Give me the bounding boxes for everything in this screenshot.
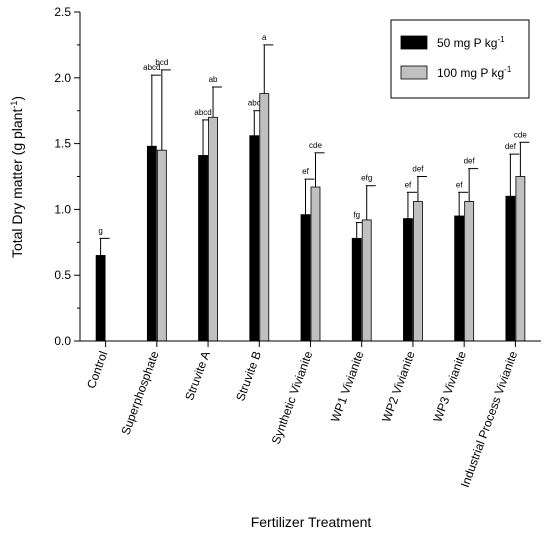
x-tick-label: Struvite A	[182, 349, 213, 402]
significance-label: def	[505, 142, 517, 151]
x-tick-label: Industrial Process Vivianite	[458, 349, 520, 489]
x-tick-label: WP1 Vivianite	[328, 349, 367, 424]
x-tick-label: Struvite B	[233, 349, 264, 403]
significance-label: bcd	[155, 58, 168, 67]
legend: 50 mg P kg-1 100 mg P kg-1	[390, 19, 530, 99]
significance-label: def	[464, 157, 476, 166]
significance-label: abcd	[194, 108, 211, 117]
significance-label: ef	[405, 180, 412, 189]
y-tick-label: 0.0	[54, 334, 71, 348]
legend-swatch-50	[400, 35, 428, 50]
bar	[515, 176, 526, 342]
bar	[351, 237, 362, 342]
y-tick-label: 2.0	[54, 71, 71, 85]
y-axis-title: Total Dry matter (g plant-1)	[9, 96, 25, 258]
x-axis-title: Fertilizer Treatment	[251, 514, 372, 530]
significance-label: ef	[456, 180, 463, 189]
x-tick-label: WP2 Vivianite	[379, 349, 418, 424]
bar	[310, 186, 321, 342]
significance-label: abcd	[143, 63, 160, 72]
significance-label: ef	[302, 167, 309, 176]
bar	[413, 201, 423, 342]
bar	[361, 219, 372, 342]
x-tick-label: Synthetic Vivianite	[269, 349, 316, 446]
bar	[146, 145, 157, 342]
bar	[249, 135, 260, 342]
legend-label-100: 100 mg P kg-1	[437, 65, 512, 80]
y-tick-label: 0.5	[54, 268, 71, 282]
legend-box	[390, 19, 530, 99]
x-tick-label: Superphosphate	[118, 349, 161, 437]
x-tick-label: Control	[84, 349, 110, 390]
legend-label-50: 50 mg P kg-1	[437, 35, 505, 50]
significance-label: abc	[248, 99, 261, 108]
significance-label: cde	[514, 130, 527, 139]
plot-area: gabcdbcdabcdababcaefcdefgefgefdefefdefde…	[95, 33, 530, 342]
y-axis: 0.0 0.5 1.0 1.5 2.0 2.5	[54, 5, 81, 348]
significance-label: ab	[209, 75, 218, 84]
bar	[198, 155, 208, 342]
bar	[156, 149, 167, 342]
significance-label: cde	[309, 141, 322, 150]
y-tick-label: 1.5	[54, 137, 71, 151]
bar	[464, 201, 475, 342]
bar	[403, 218, 413, 342]
significance-label: a	[262, 33, 267, 42]
bar	[259, 93, 270, 342]
bar	[505, 195, 516, 342]
legend-swatch-100	[400, 65, 428, 80]
y-tick-label: 1.0	[54, 202, 71, 216]
bar	[300, 214, 311, 342]
x-tick-label: WP3 Vivianite	[430, 349, 469, 424]
significance-label: def	[412, 165, 424, 174]
significance-label: efg	[361, 174, 372, 183]
bar	[208, 116, 218, 342]
bar	[454, 215, 465, 342]
bar	[95, 255, 106, 342]
y-tick-label: 2.5	[54, 5, 71, 19]
x-axis: Control Superphosphate Struvite A Struvite …	[80, 340, 541, 489]
significance-label: g	[98, 226, 102, 235]
significance-label: fg	[353, 211, 360, 220]
